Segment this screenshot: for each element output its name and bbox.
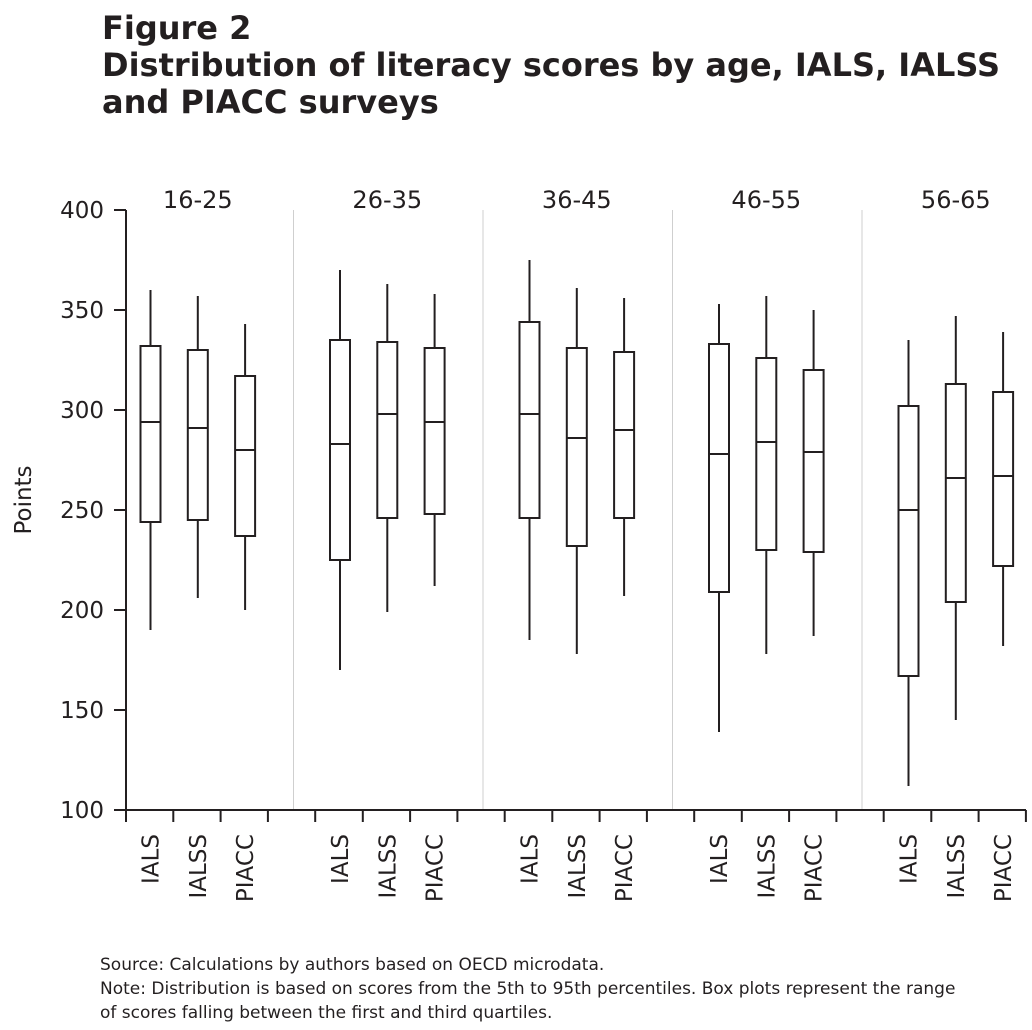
interquartile-box	[755, 357, 778, 551]
x-category-label: IALS	[707, 834, 733, 884]
y-tick-label: 400	[60, 198, 104, 224]
group-label-16-25: 16-25	[163, 186, 233, 214]
figure-notes: Source: Calculations by authors based on…	[100, 953, 1010, 1025]
x-category-label: IALS	[897, 834, 923, 884]
group-label-46-55: 46-55	[731, 186, 801, 214]
source-note: Source: Calculations by authors based on…	[100, 955, 605, 975]
box-series	[139, 260, 1015, 786]
method-note-line-2: of scores falling between the first and …	[100, 1003, 553, 1023]
x-category-label: IALS	[518, 834, 544, 884]
x-category-label: IALSS	[565, 834, 591, 899]
interquartile-box	[897, 405, 920, 677]
interquartile-box	[376, 341, 399, 519]
figure-number: Figure 2	[102, 9, 252, 47]
box-16-25-piacc	[234, 324, 257, 610]
box-26-35-ials	[329, 270, 351, 670]
interquartile-box	[329, 339, 351, 561]
y-tick-label: 100	[60, 798, 104, 824]
interquartile-box	[234, 375, 257, 537]
figure-title-line-1: Distribution of literacy scores by age, …	[102, 46, 1001, 84]
interquartile-box	[944, 383, 967, 603]
x-category-label: IALSS	[186, 834, 212, 899]
box-56-65-ials	[897, 340, 920, 786]
box-46-55-piacc	[802, 310, 825, 636]
box-26-35-piacc	[423, 294, 446, 586]
y-axis-title: Points	[11, 465, 37, 534]
group-label-36-45: 36-45	[542, 186, 612, 214]
x-category-label: PIACC	[991, 834, 1017, 902]
figure-title: Figure 2 Distribution of literacy scores…	[102, 10, 1002, 121]
y-tick-label: 350	[60, 298, 104, 324]
interquartile-box	[423, 347, 446, 515]
interquartile-box	[802, 369, 825, 553]
group-separators	[293, 210, 863, 810]
x-category-label: PIACC	[233, 834, 259, 902]
box-46-55-ials	[708, 304, 730, 732]
method-note-line-1: Note: Distribution is based on scores fr…	[100, 979, 956, 999]
box-36-45-ialss	[565, 288, 588, 654]
box-56-65-ialss	[944, 316, 967, 720]
x-category-label: IALSS	[944, 834, 970, 899]
y-tick-label: 300	[60, 398, 104, 424]
figure-title-line-2: and PIACC surveys	[102, 83, 439, 121]
group-label-26-35: 26-35	[352, 186, 422, 214]
box-36-45-ials	[518, 260, 541, 640]
y-tick-label: 250	[60, 498, 104, 524]
box-16-25-ials	[139, 290, 162, 630]
group-labels: 16-25 26-35 36-45 46-55 56-65	[163, 186, 991, 214]
interquartile-box	[992, 391, 1015, 567]
interquartile-box	[565, 347, 588, 547]
x-axis: IALS IALSS PIACC IALS IALSS PIACC IALS IALSS PIA…	[125, 809, 1027, 902]
interquartile-box	[139, 345, 162, 523]
x-category-label: PIACC	[423, 834, 449, 902]
y-axis: Points 100 150 200 250 300 350 400	[11, 198, 127, 824]
y-tick-label: 150	[60, 698, 104, 724]
x-category-label: IALSS	[754, 834, 780, 899]
interquartile-box	[186, 349, 209, 521]
boxplot-chart: Points 100 150 200 250 300 350 400 IALS IALSS PI…	[11, 186, 1027, 902]
x-category-label: IALS	[328, 834, 354, 884]
box-26-35-ialss	[376, 284, 399, 612]
x-category-label: PIACC	[802, 834, 828, 902]
interquartile-box	[708, 343, 730, 593]
y-tick-label: 200	[60, 598, 104, 624]
box-56-65-piacc	[992, 332, 1015, 646]
box-46-55-ialss	[755, 296, 778, 654]
x-category-label: IALSS	[375, 834, 401, 899]
interquartile-box	[518, 321, 541, 519]
group-label-56-65: 56-65	[921, 186, 991, 214]
interquartile-box	[613, 351, 636, 519]
x-category-label: PIACC	[612, 834, 638, 902]
box-36-45-piacc	[613, 298, 636, 596]
x-category-label: IALS	[139, 834, 165, 884]
box-16-25-ialss	[186, 296, 209, 598]
